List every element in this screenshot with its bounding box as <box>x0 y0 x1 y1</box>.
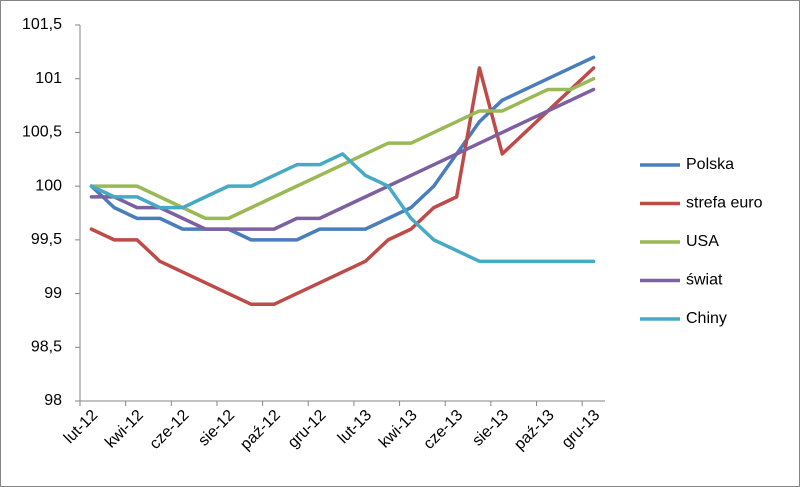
legend-label: Polska <box>686 156 734 173</box>
y-tick-label: 98 <box>44 392 62 409</box>
y-tick-label: 98,5 <box>31 339 62 356</box>
series-line <box>89 55 596 242</box>
legend-label: świat <box>686 272 723 289</box>
series-line <box>89 152 596 264</box>
series-line <box>89 66 596 307</box>
legend-label: USA <box>686 233 719 250</box>
y-tick-label: 101 <box>35 70 62 87</box>
y-tick-label: 100 <box>35 177 62 194</box>
y-tick-label: 101,5 <box>22 16 62 33</box>
legend-label: Chiny <box>686 310 727 327</box>
series-line <box>89 76 596 221</box>
legend-label: strefa euro <box>686 195 763 212</box>
series-line <box>89 87 596 231</box>
y-tick-label: 100,5 <box>22 124 62 141</box>
y-tick-label: 99,5 <box>31 231 62 248</box>
y-tick-label: 99 <box>44 285 62 302</box>
